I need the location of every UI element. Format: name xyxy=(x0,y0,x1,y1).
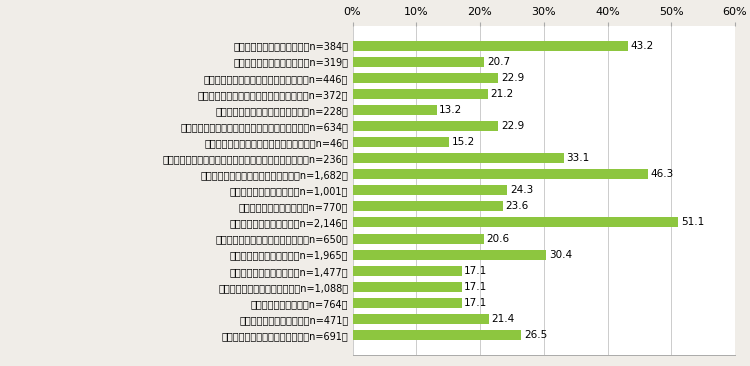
Text: 15.2: 15.2 xyxy=(452,137,476,147)
Bar xyxy=(352,282,461,292)
Bar xyxy=(352,73,499,83)
Bar xyxy=(352,266,461,276)
Text: 22.9: 22.9 xyxy=(501,73,524,83)
Bar xyxy=(352,41,628,51)
Bar xyxy=(352,330,521,340)
Bar xyxy=(352,250,546,259)
Bar xyxy=(352,153,563,163)
Text: 22.9: 22.9 xyxy=(501,121,524,131)
Text: 20.6: 20.6 xyxy=(486,234,509,243)
Text: 21.4: 21.4 xyxy=(491,314,514,324)
Bar xyxy=(352,137,449,147)
Bar xyxy=(352,234,484,243)
Bar xyxy=(352,105,436,115)
Bar xyxy=(352,185,508,195)
Text: 46.3: 46.3 xyxy=(650,169,674,179)
Text: 30.4: 30.4 xyxy=(549,250,572,259)
Text: 17.1: 17.1 xyxy=(464,298,488,308)
Bar xyxy=(352,121,499,131)
Bar xyxy=(352,89,488,99)
Bar xyxy=(352,217,678,228)
Bar xyxy=(352,314,489,324)
Bar xyxy=(352,57,484,67)
Text: 26.5: 26.5 xyxy=(524,330,548,340)
Text: 17.1: 17.1 xyxy=(464,282,488,292)
Text: 43.2: 43.2 xyxy=(631,41,654,51)
Text: 33.1: 33.1 xyxy=(566,153,590,163)
Text: 17.1: 17.1 xyxy=(464,266,488,276)
Text: 20.7: 20.7 xyxy=(487,57,510,67)
Bar xyxy=(352,169,648,179)
Text: 51.1: 51.1 xyxy=(681,217,704,228)
Text: 21.2: 21.2 xyxy=(490,89,514,99)
Bar xyxy=(352,298,461,308)
Text: 13.2: 13.2 xyxy=(440,105,463,115)
Text: 23.6: 23.6 xyxy=(506,201,529,212)
Bar xyxy=(352,201,503,212)
Text: 24.3: 24.3 xyxy=(510,185,533,195)
